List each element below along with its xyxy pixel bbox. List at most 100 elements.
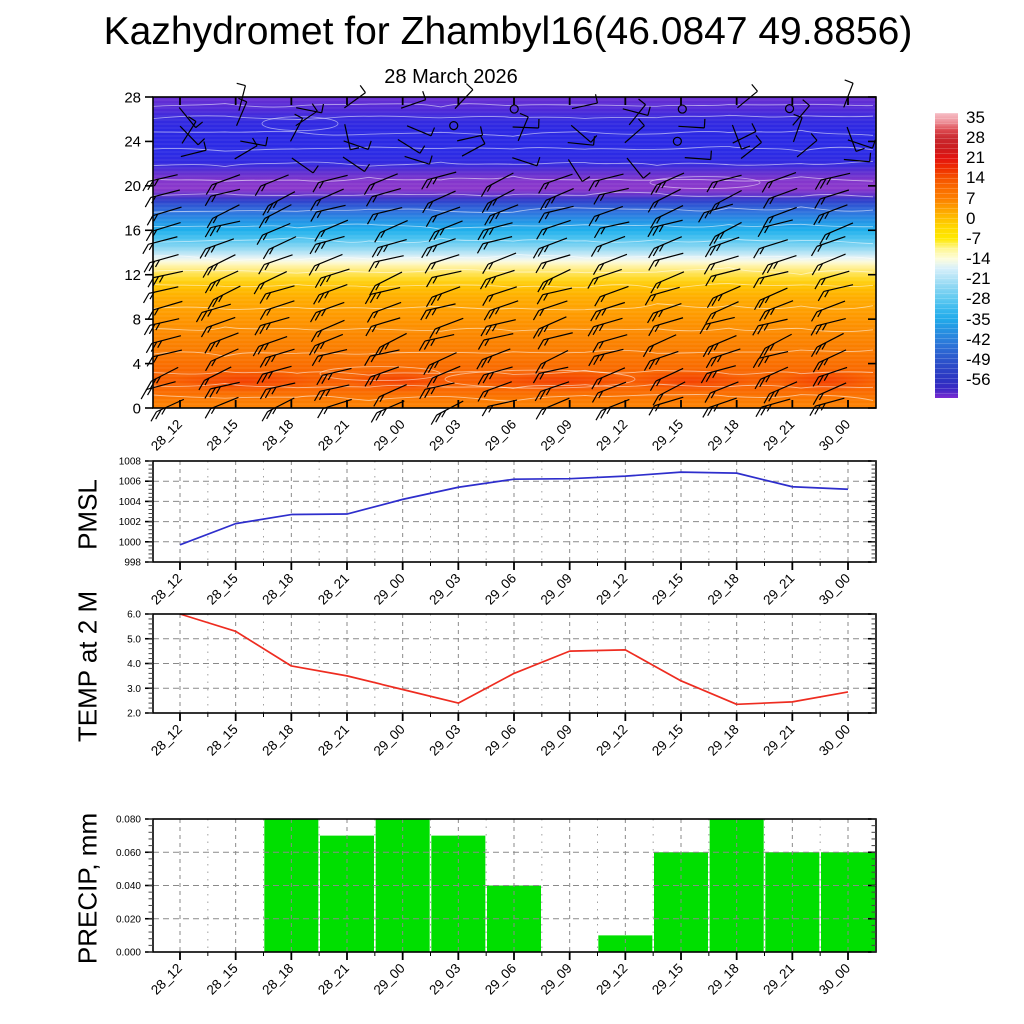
svg-text:1002: 1002: [119, 517, 142, 528]
colorbar-label: 35: [966, 108, 985, 127]
svg-text:0.000: 0.000: [116, 948, 141, 959]
svg-text:28_21: 28_21: [315, 571, 352, 608]
svg-text:29_06: 29_06: [482, 417, 519, 454]
svg-text:28_15: 28_15: [204, 571, 241, 608]
svg-text:28_15: 28_15: [204, 961, 241, 998]
svg-text:0.060: 0.060: [116, 848, 141, 859]
svg-text:28: 28: [124, 89, 141, 106]
svg-text:8: 8: [133, 311, 141, 328]
svg-text:12: 12: [124, 267, 141, 284]
svg-text:29_06: 29_06: [482, 961, 519, 998]
upper-air-panel: 0 4 8 12 16 20 24 28 28_12 28_15 28_18 28_21 29_00 29…: [124, 79, 877, 454]
svg-text:28_18: 28_18: [259, 417, 296, 454]
colorbar-label: -42: [966, 329, 991, 349]
svg-text:29_15: 29_15: [649, 961, 686, 998]
colorbar-label: 21: [966, 148, 985, 168]
svg-text:29_12: 29_12: [593, 961, 630, 998]
svg-text:29_21: 29_21: [760, 961, 797, 998]
temp2m-panel: 2.0 3.0 4.0 5.0 6.0 28_12 28_15 28_18 28_21 29_00…: [127, 610, 877, 759]
pmsl-panel: 998 1000 1002 1004 1006 1008 28_12 28_15 28_18 28…: [119, 457, 877, 608]
svg-text:16: 16: [124, 223, 141, 240]
svg-text:28_18: 28_18: [259, 961, 296, 998]
svg-text:2.0: 2.0: [127, 709, 141, 720]
svg-text:20: 20: [124, 178, 141, 195]
svg-text:29_18: 29_18: [705, 571, 742, 608]
colorbar-label: 14: [966, 168, 985, 188]
svg-text:29_09: 29_09: [538, 961, 575, 998]
colorbar-label: -56: [966, 369, 991, 389]
svg-text:0.080: 0.080: [116, 815, 141, 826]
colorbar-label: -49: [966, 349, 991, 369]
svg-text:29_00: 29_00: [371, 571, 408, 608]
svg-text:28_18: 28_18: [259, 571, 296, 608]
svg-text:29_00: 29_00: [371, 417, 408, 454]
precip-panel: 0.000 0.020 0.040 0.060 0.080 28_12 28_15 28_18…: [116, 815, 877, 998]
svg-text:29_15: 29_15: [649, 571, 686, 608]
svg-text:30_00: 30_00: [816, 417, 853, 454]
svg-text:29_15: 29_15: [649, 722, 686, 759]
svg-text:1008: 1008: [119, 457, 142, 468]
colorbar-label: 0: [966, 208, 976, 228]
svg-text:28_21: 28_21: [315, 961, 352, 998]
svg-text:28_15: 28_15: [204, 722, 241, 759]
svg-text:28_21: 28_21: [315, 417, 352, 454]
svg-text:29_18: 29_18: [705, 961, 742, 998]
svg-text:0.040: 0.040: [116, 881, 141, 892]
svg-text:29_03: 29_03: [426, 961, 463, 998]
colorbar-label: -7: [966, 228, 982, 248]
svg-text:29_00: 29_00: [371, 961, 408, 998]
svg-text:29_09: 29_09: [538, 571, 575, 608]
svg-text:29_03: 29_03: [426, 722, 463, 759]
svg-text:24: 24: [124, 134, 141, 151]
svg-text:29_06: 29_06: [482, 722, 519, 759]
date-subtitle: 28 March 2026: [384, 66, 518, 88]
svg-text:1000: 1000: [119, 537, 142, 548]
svg-text:29_12: 29_12: [593, 571, 630, 608]
svg-text:4: 4: [133, 356, 141, 373]
wind-barbs: [140, 79, 876, 425]
pmsl-series-line: [179, 471, 849, 546]
svg-text:28_18: 28_18: [259, 722, 296, 759]
precip-bar: [598, 935, 653, 952]
svg-text:28_21: 28_21: [315, 722, 352, 759]
temperature-colorbar: [935, 113, 958, 398]
svg-text:28_12: 28_12: [148, 417, 185, 454]
svg-text:29_18: 29_18: [705, 722, 742, 759]
svg-text:1004: 1004: [119, 497, 142, 508]
colorbar-label: -21: [966, 269, 991, 289]
svg-text:29_21: 29_21: [760, 722, 797, 759]
svg-text:28_15: 28_15: [204, 417, 241, 454]
svg-text:29_21: 29_21: [760, 417, 797, 454]
colorbar-label: -14: [966, 249, 991, 269]
svg-text:5.0: 5.0: [127, 634, 141, 645]
colorbar-stripes: [935, 113, 958, 398]
svg-text:29_06: 29_06: [482, 571, 519, 608]
svg-text:4.0: 4.0: [127, 659, 141, 670]
svg-text:29_15: 29_15: [649, 417, 686, 454]
svg-text:28_12: 28_12: [148, 961, 185, 998]
svg-text:28_12: 28_12: [148, 571, 185, 608]
svg-text:28_12: 28_12: [148, 722, 185, 759]
colorbar-label: -35: [966, 309, 991, 329]
colorbar-label: -28: [966, 289, 991, 309]
svg-text:0: 0: [133, 400, 141, 417]
svg-text:1006: 1006: [119, 477, 142, 488]
svg-text:29_03: 29_03: [426, 571, 463, 608]
svg-text:29_00: 29_00: [371, 722, 408, 759]
svg-text:29_18: 29_18: [705, 417, 742, 454]
svg-text:29_12: 29_12: [593, 722, 630, 759]
svg-text:6.0: 6.0: [127, 610, 141, 621]
svg-text:29_09: 29_09: [538, 722, 575, 759]
temp2m-series-line: [179, 613, 849, 706]
colorbar-label: 7: [966, 188, 976, 208]
svg-text:29_21: 29_21: [760, 571, 797, 608]
page-title: Kazhydromet for Zhambyl16(46.0847 49.885…: [103, 10, 913, 53]
svg-text:998: 998: [124, 558, 141, 569]
svg-text:30_00: 30_00: [816, 571, 853, 608]
svg-text:30_00: 30_00: [816, 722, 853, 759]
svg-text:29_09: 29_09: [538, 417, 575, 454]
svg-text:0.020: 0.020: [116, 914, 141, 925]
colorbar-label: 28: [966, 128, 985, 148]
